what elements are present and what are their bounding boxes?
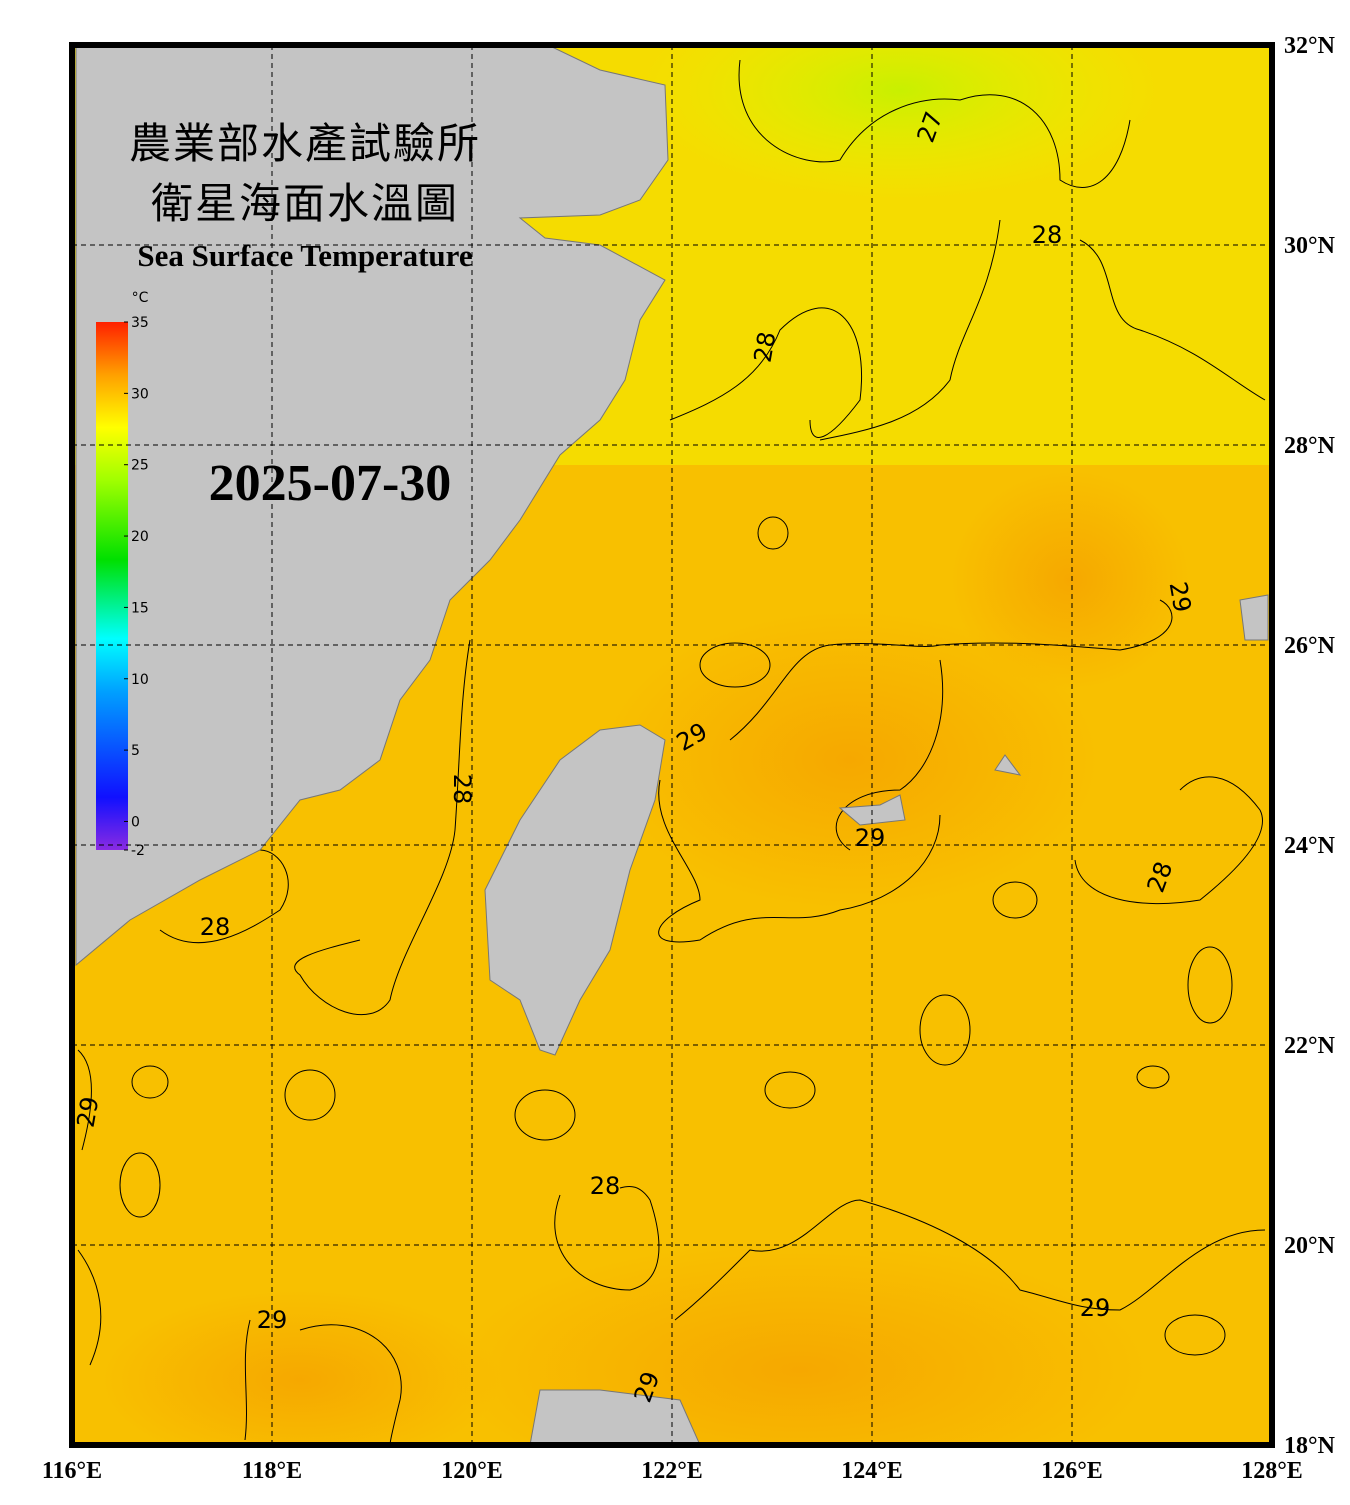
lon-label: 116°E (42, 1458, 102, 1484)
contour-label: 28 (448, 774, 476, 805)
contour-label: 28 (590, 1172, 621, 1200)
colorbar-tick-label: 30 (131, 386, 149, 402)
colorbar-tick-label: 35 (131, 315, 149, 331)
contour-label: 29 (1080, 1294, 1111, 1322)
date: 2025-07-30 (209, 455, 452, 512)
colorbar-tick-label: 20 (131, 529, 149, 545)
colorbar-tick-label: 15 (131, 600, 149, 616)
contour-label: 28 (1032, 221, 1063, 249)
contour-label: 29 (257, 1306, 288, 1334)
lon-label: 124°E (841, 1458, 903, 1484)
lat-label: 22°N (1284, 1033, 1336, 1059)
colorbar-unit: °C (132, 290, 149, 306)
contour-label: 28 (200, 913, 231, 941)
contour-label: 28 (749, 330, 782, 365)
contour-label: 29 (72, 1095, 105, 1130)
contour-label: 29 (855, 824, 886, 852)
colorbar-tick-label: 25 (131, 458, 149, 474)
colorbar-tick-label: 0 (131, 814, 140, 830)
land (75, 45, 1269, 1445)
contours (77, 59, 1266, 1445)
colorbar-tick-label: -2 (131, 843, 145, 859)
lat-label: 20°N (1284, 1233, 1336, 1259)
colorbar-tick-label: 5 (131, 743, 140, 759)
lat-label: 28°N (1284, 433, 1336, 459)
lon-label: 122°E (641, 1458, 703, 1484)
lon-label: 120°E (441, 1458, 503, 1484)
title-zh: 農業部水產試驗所 (129, 121, 481, 168)
contour-label: 29 (1164, 580, 1197, 615)
title-en: Sea Surface Temperature (137, 238, 472, 273)
lat-label: 26°N (1284, 633, 1336, 659)
lon-label: 126°E (1041, 1458, 1103, 1484)
colorbar-tick-label: 10 (131, 672, 149, 688)
lat-label: 32°N (1284, 33, 1336, 59)
lat-label: 24°N (1284, 833, 1336, 859)
lon-label: 118°E (242, 1458, 302, 1484)
colorbar (96, 322, 128, 850)
lon-label: 128°E (1241, 1458, 1303, 1484)
lat-label: 18°N (1284, 1433, 1336, 1459)
title-zh: 衛星海面水溫圖 (151, 182, 459, 228)
lat-label: 30°N (1284, 233, 1336, 259)
